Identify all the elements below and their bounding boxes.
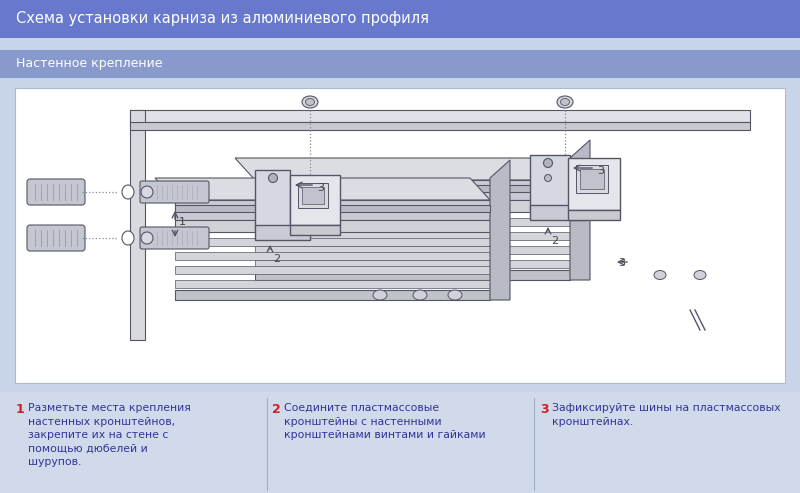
Polygon shape [255,225,310,240]
Text: Настенное крепление: Настенное крепление [16,58,162,70]
Polygon shape [235,158,570,180]
Polygon shape [130,110,145,340]
Polygon shape [290,225,340,235]
Polygon shape [175,290,490,300]
Polygon shape [255,185,570,192]
Text: 2: 2 [273,254,280,264]
Polygon shape [130,110,750,122]
Polygon shape [568,158,620,210]
Polygon shape [530,205,585,220]
Text: Схема установки карниза из алюминиевого профиля: Схема установки карниза из алюминиевого … [16,11,429,27]
Ellipse shape [694,271,706,280]
Ellipse shape [561,99,570,106]
Text: 2: 2 [551,236,558,246]
Polygon shape [255,246,570,254]
Polygon shape [175,252,490,260]
Text: 3: 3 [618,258,625,268]
Polygon shape [530,155,570,210]
FancyBboxPatch shape [27,225,85,251]
Polygon shape [255,232,570,240]
Ellipse shape [448,290,462,300]
Polygon shape [255,218,570,226]
Ellipse shape [557,96,573,108]
Polygon shape [255,180,570,200]
Ellipse shape [122,185,134,199]
Polygon shape [255,270,570,280]
Text: 1: 1 [16,403,25,416]
Polygon shape [255,200,570,212]
FancyBboxPatch shape [140,181,209,203]
Text: Зафиксируйте шины на пластмассовых
кронштейнах.: Зафиксируйте шины на пластмассовых кронш… [552,403,781,426]
Polygon shape [175,200,490,220]
Ellipse shape [543,159,553,168]
Text: 1: 1 [179,217,186,227]
Bar [0,50,800,78]
Text: 3: 3 [540,403,549,416]
Bar [15,88,785,383]
Ellipse shape [141,232,153,244]
Ellipse shape [302,96,318,108]
Polygon shape [155,178,490,200]
Polygon shape [175,238,490,246]
Polygon shape [302,187,324,204]
Ellipse shape [269,174,278,182]
Polygon shape [175,220,490,232]
Ellipse shape [306,99,314,106]
Ellipse shape [141,186,153,198]
Polygon shape [175,280,490,288]
Polygon shape [298,183,328,208]
Bar [0,0,800,38]
Polygon shape [130,122,750,130]
Text: 3: 3 [317,183,324,193]
Polygon shape [576,165,608,193]
Ellipse shape [654,271,666,280]
Text: Соедините пластмассовые
кронштейны с настенными
кронштейнами винтами и гайками: Соедините пластмассовые кронштейны с нас… [284,403,486,440]
Ellipse shape [122,231,134,245]
Polygon shape [490,160,510,300]
FancyBboxPatch shape [140,227,209,249]
Text: 3: 3 [597,166,604,176]
Polygon shape [175,205,490,212]
Polygon shape [568,210,620,220]
Ellipse shape [373,290,387,300]
Ellipse shape [545,175,551,181]
Polygon shape [175,266,490,274]
Polygon shape [580,169,604,189]
Polygon shape [255,170,290,230]
Polygon shape [290,175,340,225]
Polygon shape [570,140,590,280]
Ellipse shape [413,290,427,300]
Text: 2: 2 [272,403,281,416]
Polygon shape [255,260,570,268]
FancyBboxPatch shape [27,179,85,205]
Bar [0,392,800,493]
Text: Разметьте места крепления
настенных кронштейнов,
закрепите их на стене с
помощью: Разметьте места крепления настенных крон… [28,403,191,467]
